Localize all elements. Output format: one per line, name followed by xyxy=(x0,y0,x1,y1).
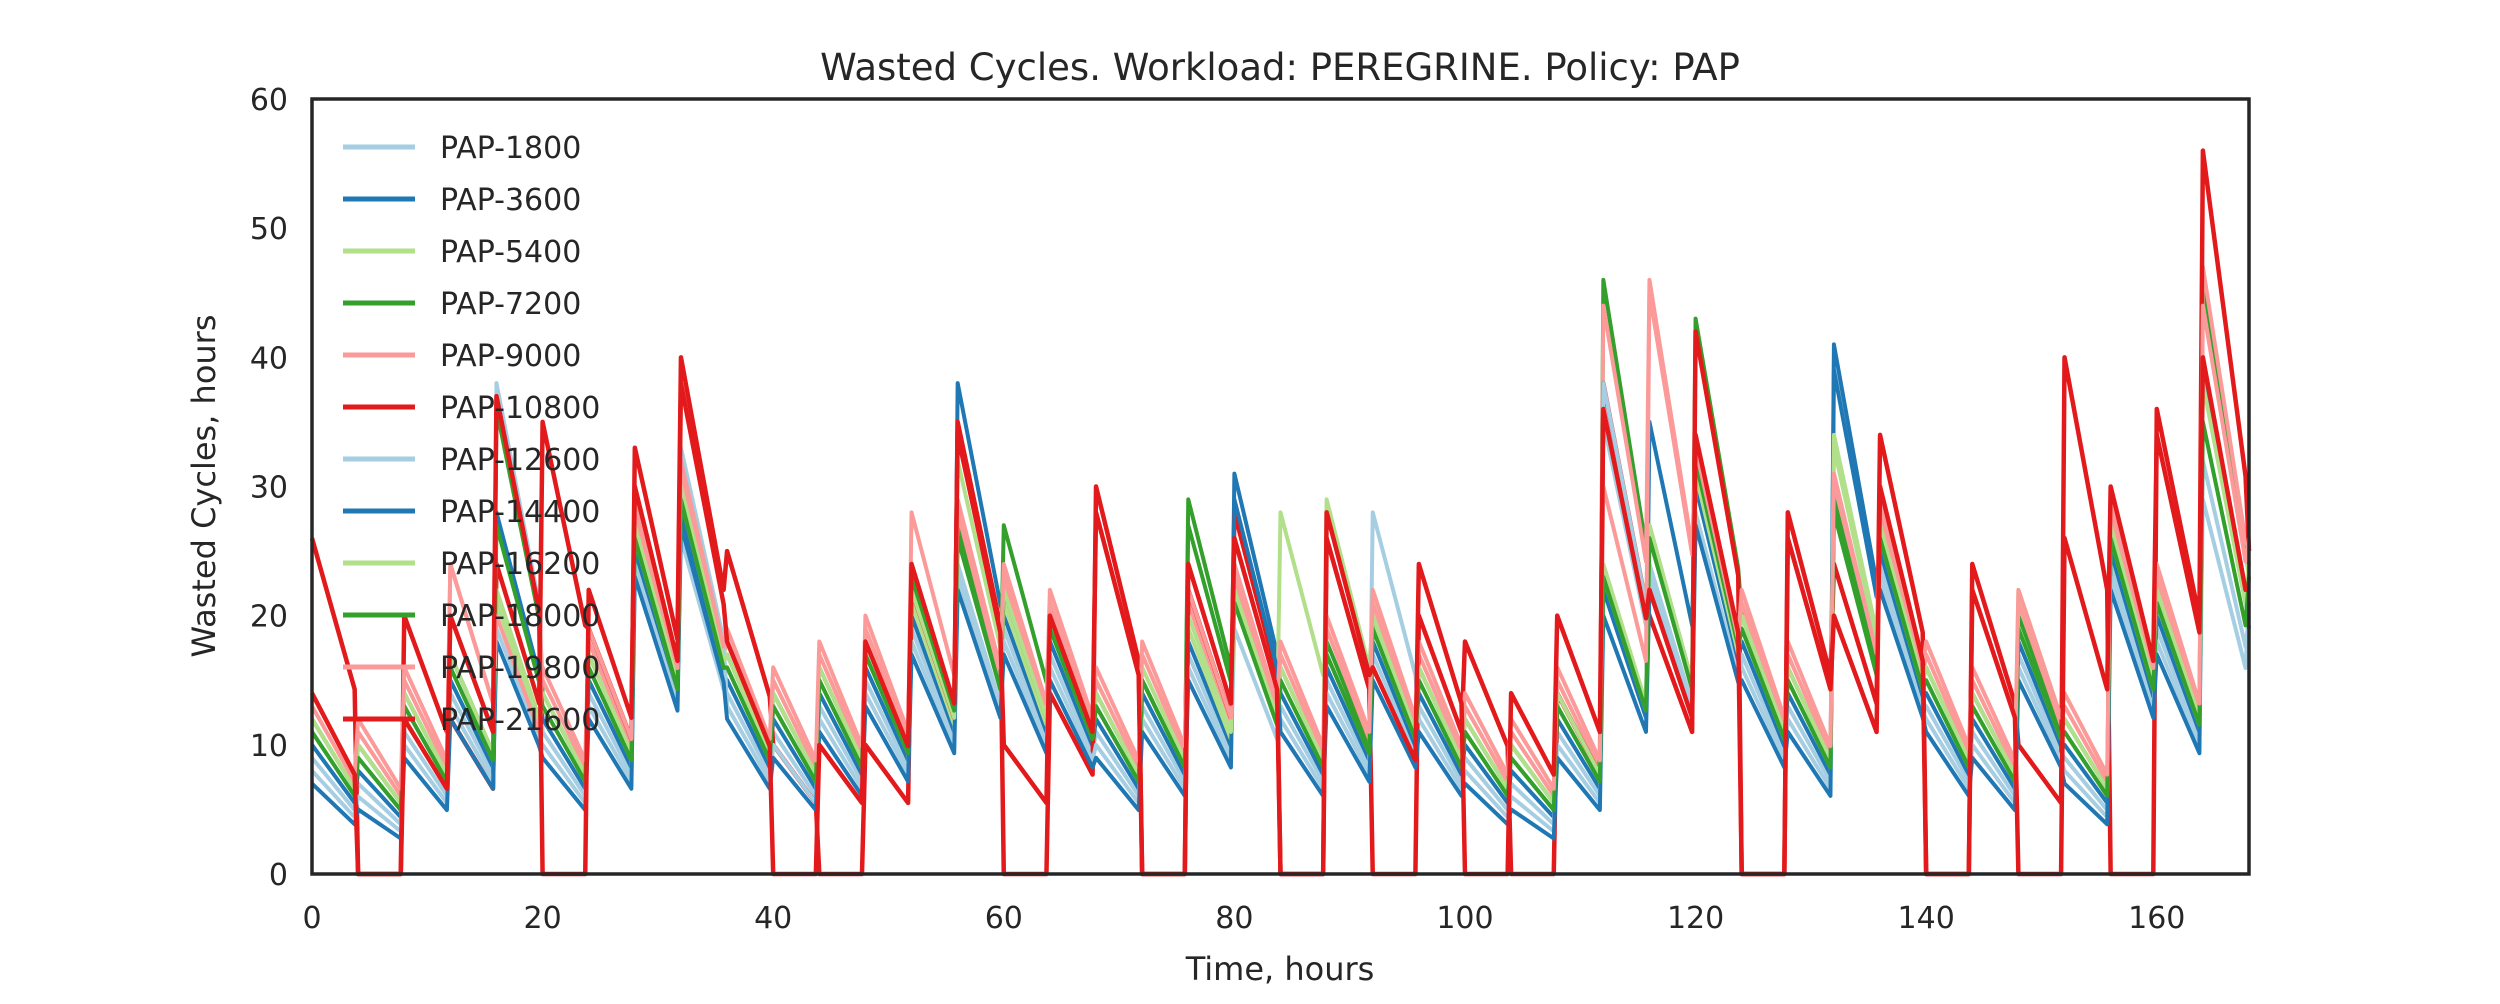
legend-item: PAP-21600 xyxy=(343,703,600,738)
legend-item: PAP-5400 xyxy=(343,235,581,270)
legend-label: PAP-9000 xyxy=(440,339,581,374)
plot-frame xyxy=(310,97,2251,876)
legend-label: PAP-1800 xyxy=(440,131,581,166)
legend-label: PAP-21600 xyxy=(440,703,600,738)
x-tick-label: 100 xyxy=(1436,901,1493,936)
legend-item: PAP-12600 xyxy=(343,443,600,478)
x-tick-label: 140 xyxy=(1898,901,1955,936)
series-lines xyxy=(309,148,2252,877)
legend-label: PAP-16200 xyxy=(440,547,600,582)
legend-item: PAP-19800 xyxy=(343,651,600,686)
x-tick-label: 160 xyxy=(2128,901,2185,936)
legend-label: PAP-14400 xyxy=(440,495,600,530)
legend: PAP-1800 PAP-3600 PAP-5400 PAP-7200 PAP-9000… xyxy=(343,131,600,738)
legend-item: PAP-16200 xyxy=(343,547,600,582)
x-tick-label: 80 xyxy=(1215,901,1253,936)
legend-item: PAP-9000 xyxy=(343,339,581,374)
legend-label: PAP-7200 xyxy=(440,287,581,322)
legend-label: PAP-18000 xyxy=(440,599,600,634)
legend-label: PAP-5400 xyxy=(440,235,581,270)
legend-item: PAP-14400 xyxy=(343,495,600,530)
y-tick-label: 20 xyxy=(250,600,288,635)
x-tick-label: 60 xyxy=(985,901,1023,936)
x-tick-label: 120 xyxy=(1667,901,1724,936)
y-tick-label: 30 xyxy=(250,471,288,506)
x-tick-label: 40 xyxy=(754,901,792,936)
chart-title: Wasted Cycles. Workload: PEREGRINE. Poli… xyxy=(820,46,1740,89)
y-tick-label: 40 xyxy=(250,341,288,376)
legend-label: PAP-12600 xyxy=(440,443,600,478)
legend-label: PAP-10800 xyxy=(440,391,600,426)
y-axis-label: Wasted Cycles, hours xyxy=(185,314,223,657)
x-tick-label: 20 xyxy=(524,901,562,936)
axis-ticks: 0 20 40 60 80 100 120 140 160 0 10 20 30 40 50 60 xyxy=(250,83,2186,936)
y-tick-label: 60 xyxy=(250,83,288,118)
y-tick-label: 10 xyxy=(250,729,288,764)
y-tick-label: 50 xyxy=(250,212,288,247)
legend-item: PAP-10800 xyxy=(343,391,600,426)
y-tick-label: 0 xyxy=(269,858,288,893)
legend-item: PAP-7200 xyxy=(343,287,581,322)
x-axis-label: Time, hours xyxy=(1185,950,1375,988)
legend-item: PAP-3600 xyxy=(343,183,581,218)
legend-label: PAP-3600 xyxy=(440,183,581,218)
legend-label: PAP-19800 xyxy=(440,651,600,686)
x-tick-label: 0 xyxy=(302,901,321,936)
legend-item: PAP-1800 xyxy=(343,131,581,166)
legend-item: PAP-18000 xyxy=(343,599,600,634)
